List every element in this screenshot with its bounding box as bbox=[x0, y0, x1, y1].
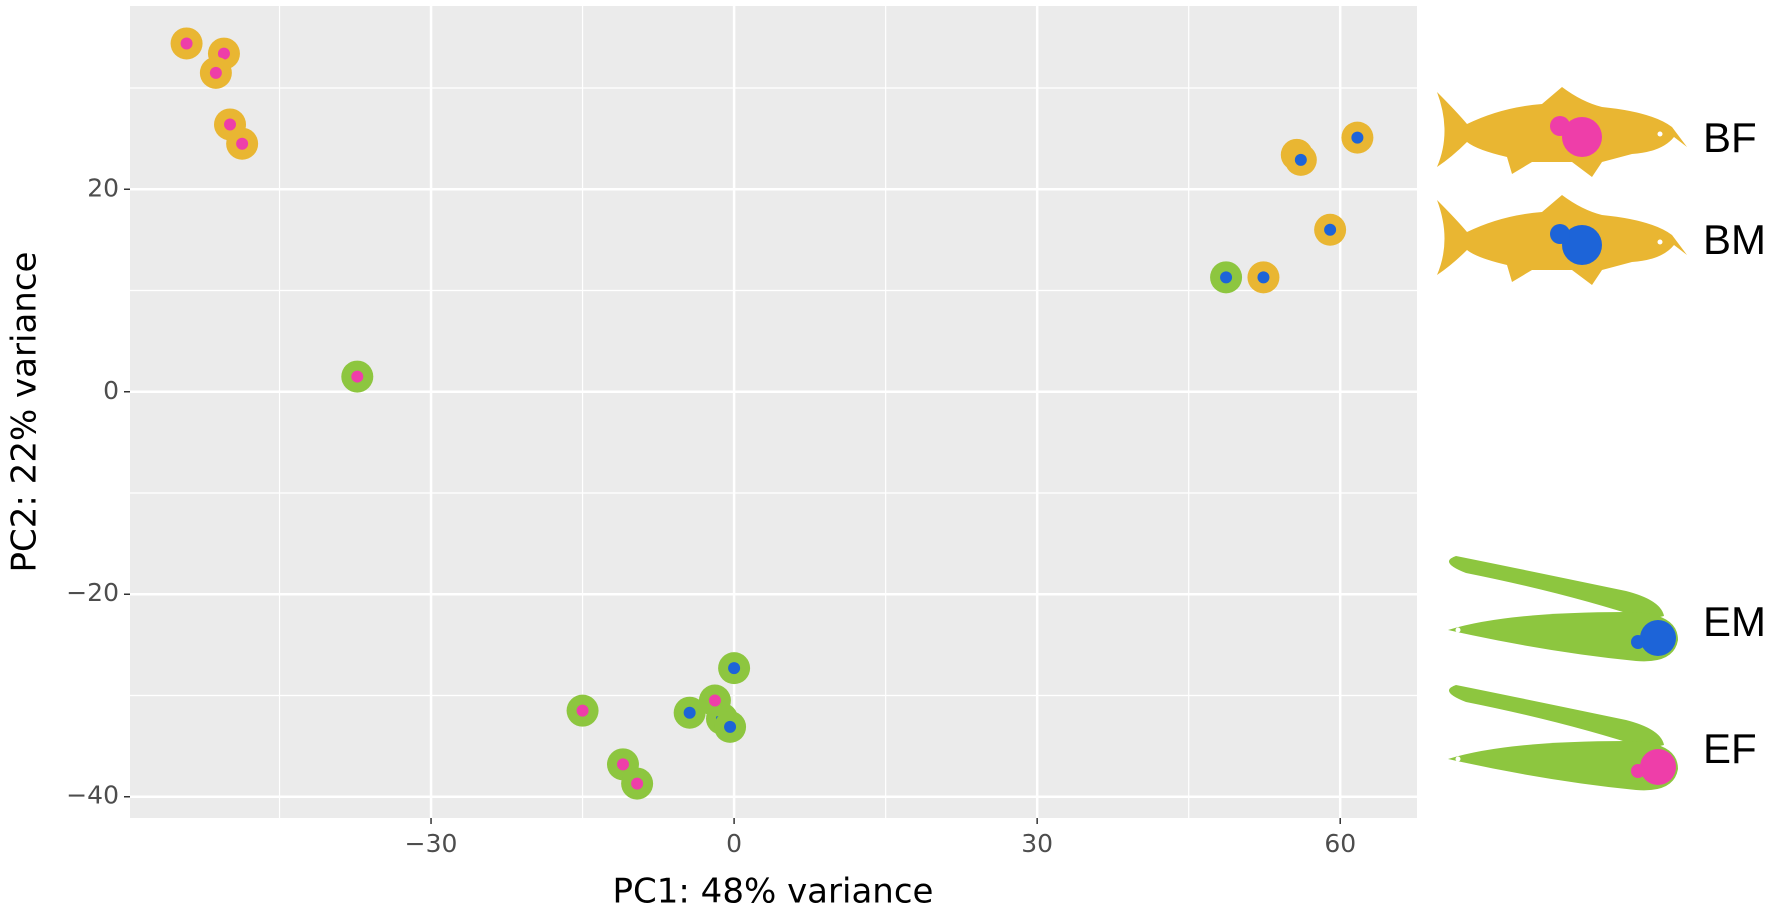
gonad bbox=[1550, 116, 1570, 136]
y-tick-label: −20 bbox=[66, 578, 119, 607]
gonad bbox=[1562, 225, 1602, 265]
point bbox=[698, 684, 731, 717]
x-tick-label: 60 bbox=[1324, 829, 1356, 858]
legend-label: EF bbox=[1703, 725, 1757, 772]
point bbox=[170, 27, 203, 60]
point-core bbox=[1220, 271, 1233, 284]
point bbox=[226, 127, 259, 160]
point-core bbox=[236, 137, 249, 150]
point-core bbox=[616, 758, 629, 771]
point-core bbox=[209, 66, 222, 79]
point-core bbox=[1257, 271, 1270, 284]
eel-body bbox=[1448, 741, 1678, 791]
point bbox=[341, 360, 374, 393]
gonad bbox=[1550, 224, 1570, 244]
point-core bbox=[351, 370, 364, 383]
x-tick-label: 30 bbox=[1021, 829, 1053, 858]
legend-icon bbox=[1437, 87, 1687, 177]
panel-background bbox=[130, 6, 1417, 818]
point bbox=[1314, 213, 1347, 246]
point-core bbox=[1351, 131, 1364, 144]
point-core bbox=[217, 47, 230, 60]
point-core bbox=[708, 694, 721, 707]
point bbox=[566, 694, 599, 727]
legend-icon bbox=[1448, 685, 1678, 791]
legend-label: BM bbox=[1703, 216, 1766, 263]
y-axis-title: PC2: 22% variance bbox=[5, 252, 45, 573]
fish-eye bbox=[1657, 239, 1663, 245]
legend-icon bbox=[1448, 556, 1678, 662]
points bbox=[170, 27, 1374, 800]
point bbox=[714, 710, 747, 743]
point-core bbox=[224, 118, 237, 131]
point bbox=[199, 56, 232, 89]
legend-label: EM bbox=[1703, 598, 1766, 645]
point bbox=[1247, 261, 1280, 294]
grid bbox=[130, 6, 1417, 818]
eel-eye bbox=[1455, 756, 1461, 762]
eel-tail bbox=[1448, 685, 1664, 749]
y-tick-label: 20 bbox=[87, 173, 119, 202]
eel-eye bbox=[1455, 627, 1461, 633]
legend-icon bbox=[1437, 195, 1687, 285]
point bbox=[1284, 143, 1317, 176]
x-tick-label: 0 bbox=[726, 829, 742, 858]
x-axis-title: PC1: 48% variance bbox=[613, 872, 934, 912]
legend-label: BF bbox=[1703, 114, 1757, 161]
point bbox=[718, 652, 751, 685]
point bbox=[1210, 261, 1243, 294]
gonad bbox=[1631, 635, 1645, 649]
point-core bbox=[728, 662, 741, 675]
gonad bbox=[1631, 764, 1645, 778]
point-core bbox=[1324, 223, 1337, 236]
point-core bbox=[631, 777, 644, 790]
point-core bbox=[683, 706, 696, 719]
fish-eye bbox=[1657, 131, 1663, 137]
point-core bbox=[1294, 153, 1307, 166]
gonad bbox=[1640, 749, 1676, 785]
eel-tail bbox=[1448, 556, 1664, 620]
point-core bbox=[576, 704, 589, 717]
legend: BF BM EM EF bbox=[1437, 87, 1766, 791]
eel-body bbox=[1448, 612, 1678, 662]
y-tick-label: −40 bbox=[66, 781, 119, 810]
point-core bbox=[180, 37, 193, 50]
gonad bbox=[1640, 620, 1676, 656]
y-tick-label: 0 bbox=[103, 376, 119, 405]
point bbox=[621, 767, 654, 800]
point bbox=[673, 696, 706, 729]
point-core bbox=[724, 720, 737, 733]
x-tick-label: −30 bbox=[405, 829, 458, 858]
gonad bbox=[1562, 117, 1602, 157]
point bbox=[1341, 121, 1374, 154]
